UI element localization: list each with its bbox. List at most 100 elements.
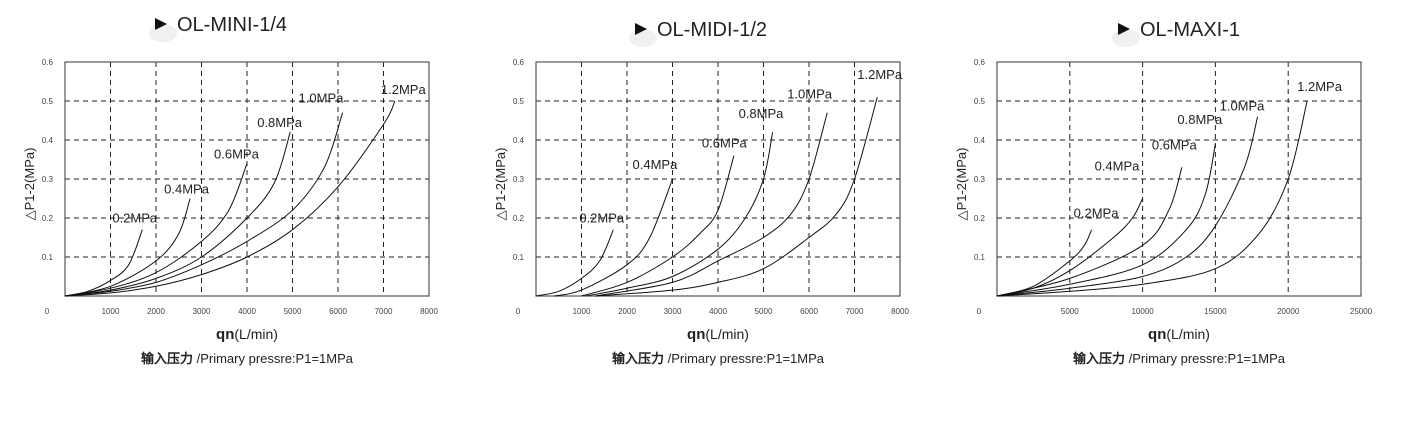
series-line-0.6MPa: [996, 167, 1183, 297]
series-line-1.2MPa: [64, 100, 396, 297]
series-label: 1.0MPa: [1220, 99, 1266, 114]
chart-title: OL-MIDI-1/2: [657, 19, 767, 41]
series-label: 1.2MPa: [381, 82, 427, 97]
x-axis-label: qn(L/min): [216, 326, 278, 343]
series-label: 0.8MPa: [739, 106, 785, 121]
y-tick-label: 0.1: [974, 253, 986, 262]
play-triangle-icon: [635, 23, 647, 35]
y-tick-label: 0.4: [974, 136, 986, 145]
x-tick-label: 15000: [1204, 307, 1227, 316]
y-axis-label: △P1-2(MPa): [22, 148, 37, 221]
play-triangle-icon: [155, 18, 167, 30]
series-label: 0.2MPa: [1074, 206, 1120, 221]
y-tick-label: 0.3: [974, 175, 986, 184]
chart-subtitle: 输入压力 /Primary pressre:P1=1MPa: [1073, 351, 1286, 366]
x-tick-label: 0: [45, 307, 50, 316]
series-line-1.2MPa: [996, 100, 1308, 297]
series-label: 0.2MPa: [112, 211, 158, 226]
y-tick-label: 0.2: [974, 214, 986, 223]
x-tick-label: 1000: [573, 307, 591, 316]
series-line-0.6MPa: [64, 163, 248, 297]
chart-subtitle: 输入压力 /Primary pressre:P1=1MPa: [141, 351, 354, 366]
chart-3: OL-MAXI-1 0.1 0.2 0.3 0.4 0.5 0.6 0 5000 10000 150…: [954, 19, 1373, 366]
series-line-0.8MPa: [585, 132, 774, 297]
x-tick-label: 0: [516, 307, 521, 316]
series-label: 1.0MPa: [299, 91, 345, 106]
x-tick-label: 3000: [193, 307, 211, 316]
series-line-0.8MPa: [64, 132, 291, 297]
y-axis-label: △P1-2(MPa): [954, 148, 969, 221]
series-line-0.4MPa: [554, 178, 673, 297]
x-tick-label: 0: [977, 307, 982, 316]
series-line-1.0MPa: [595, 112, 828, 297]
y-tick-label: 0.6: [42, 58, 54, 67]
x-tick-label: 5000: [755, 307, 773, 316]
subtitle-bold: 输入压力: [141, 351, 193, 366]
x-tick-label: 2000: [147, 307, 165, 316]
y-tick-label: 0.6: [974, 58, 986, 67]
plot-frame: [996, 61, 1362, 297]
play-triangle-icon: [1118, 23, 1130, 35]
y-tick-label: 0.2: [513, 214, 525, 223]
x-axis-label: qn(L/min): [1148, 326, 1210, 343]
series-line-0.4MPa: [64, 198, 191, 297]
series-label: 1.2MPa: [857, 67, 903, 82]
x-tick-label: 6000: [800, 307, 818, 316]
series-label: 0.2MPa: [579, 211, 625, 226]
y-tick-label: 0.4: [513, 136, 525, 145]
series-line-1.0MPa: [64, 112, 344, 297]
x-tick-label: 7000: [846, 307, 864, 316]
x-axis-label-unit: (L/min): [705, 326, 749, 342]
x-tick-label: 20000: [1277, 307, 1300, 316]
y-tick-label: 0.1: [42, 253, 54, 262]
series-line-0.6MPa: [581, 155, 735, 297]
plot-frame: [64, 61, 430, 297]
series-label: 0.6MPa: [1152, 137, 1198, 152]
y-tick-label: 0.3: [513, 175, 525, 184]
y-tick-label: 0.3: [42, 175, 54, 184]
series-label: 0.6MPa: [214, 146, 260, 161]
y-tick-label: 0.6: [513, 58, 525, 67]
series-label: 0.4MPa: [633, 157, 679, 172]
plot-frame: [535, 61, 901, 297]
series-label: 0.4MPa: [1095, 159, 1141, 174]
series-line-0.2MPa: [535, 229, 614, 297]
chart-subtitle: 输入压力 /Primary pressre:P1=1MPa: [612, 351, 825, 366]
chart-title: OL-MINI-1/4: [177, 14, 287, 36]
subtitle-bold: 输入压力: [1073, 351, 1125, 366]
series-label: 0.6MPa: [702, 136, 748, 151]
series-line-1.0MPa: [996, 116, 1259, 297]
x-axis-label-bold: qn: [687, 326, 705, 343]
series-label: 1.0MPa: [787, 87, 833, 102]
series-label: 1.2MPa: [1297, 79, 1343, 94]
x-axis-label-bold: qn: [1148, 326, 1166, 343]
x-tick-label: 4000: [238, 307, 256, 316]
y-tick-label: 0.1: [513, 253, 525, 262]
y-axis-label: △P1-2(MPa): [493, 148, 508, 221]
title-shadow: [629, 29, 657, 47]
series-label: 0.4MPa: [164, 182, 210, 197]
chart-2: OL-MIDI-1/2 0.1 0.2 0.3 0.4 0.5 0.6 0 1000 2000 30…: [493, 19, 909, 366]
chart-title: OL-MAXI-1: [1140, 19, 1240, 41]
y-tick-label: 0.5: [513, 97, 525, 106]
x-axis-label-unit: (L/min): [1166, 326, 1210, 342]
title-shadow: [149, 24, 177, 42]
subtitle-bold: 输入压力: [612, 351, 664, 366]
subtitle-rest: /Primary pressre:P1=1MPa: [1125, 351, 1286, 366]
x-tick-label: 1000: [102, 307, 120, 316]
series-label: 0.8MPa: [1177, 112, 1223, 127]
y-tick-label: 0.4: [42, 136, 54, 145]
x-tick-label: 5000: [1061, 307, 1079, 316]
title-shadow: [1112, 29, 1140, 47]
x-axis-label-unit: (L/min): [234, 326, 278, 342]
x-tick-label: 5000: [284, 307, 302, 316]
series-label: 0.8MPa: [257, 115, 303, 130]
x-tick-label: 25000: [1350, 307, 1373, 316]
x-axis-label: qn(L/min): [687, 326, 749, 343]
chart-1: OL-MINI-1/4 0.1 0.2 0.3 0.4 0.5 0.6 0 1000 2000 30…: [22, 14, 438, 366]
x-tick-label: 10000: [1131, 307, 1154, 316]
subtitle-rest: /Primary pressre:P1=1MPa: [193, 351, 354, 366]
y-tick-label: 0.5: [974, 97, 986, 106]
y-tick-label: 0.5: [42, 97, 54, 106]
